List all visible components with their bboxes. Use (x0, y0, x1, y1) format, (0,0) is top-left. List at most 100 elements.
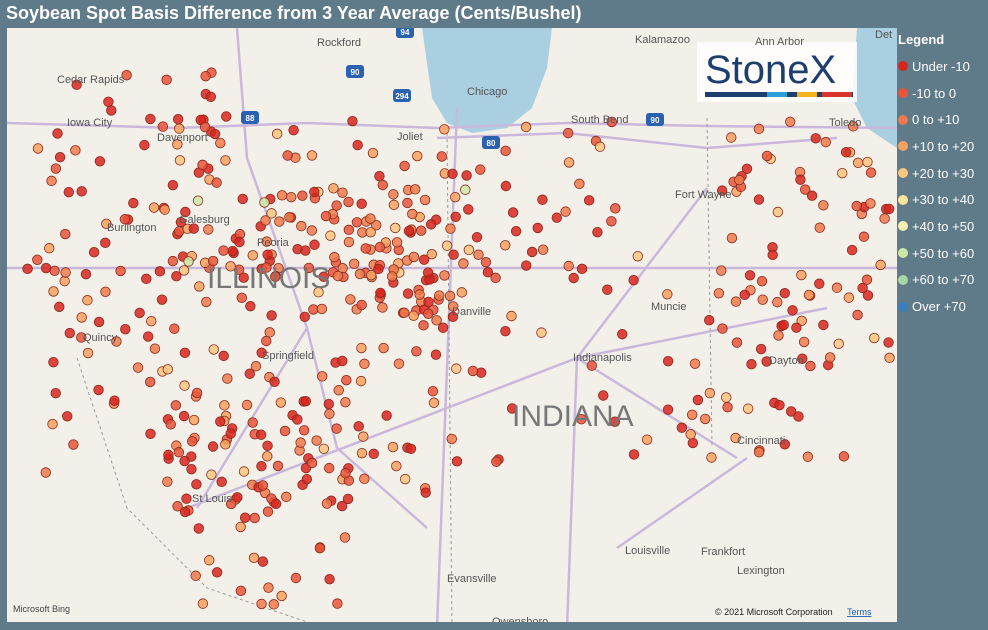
site-marker[interactable] (463, 204, 474, 215)
site-marker[interactable] (356, 198, 367, 210)
site-marker[interactable] (388, 189, 399, 200)
site-marker[interactable] (332, 598, 343, 609)
site-marker[interactable] (40, 467, 51, 478)
site-marker[interactable] (606, 116, 618, 128)
site-marker[interactable] (192, 195, 204, 206)
site-marker[interactable] (471, 232, 483, 243)
site-marker[interactable] (54, 152, 66, 163)
site-marker[interactable] (256, 347, 267, 358)
site-marker[interactable] (221, 111, 232, 122)
site-marker[interactable] (132, 362, 144, 373)
site-marker[interactable] (831, 282, 843, 293)
site-marker[interactable] (448, 249, 459, 260)
site-marker[interactable] (411, 346, 422, 357)
site-marker[interactable] (121, 70, 132, 81)
site-marker[interactable] (353, 421, 364, 432)
legend-item[interactable]: +60 to +70 (898, 267, 974, 294)
site-marker[interactable] (142, 331, 154, 342)
site-marker[interactable] (451, 363, 462, 374)
site-marker[interactable] (88, 246, 100, 258)
site-marker[interactable] (500, 145, 511, 157)
site-marker[interactable] (862, 156, 873, 168)
site-marker[interactable] (414, 289, 425, 300)
site-marker[interactable] (726, 132, 737, 143)
site-marker[interactable] (339, 532, 351, 543)
site-marker[interactable] (161, 74, 172, 86)
site-marker[interactable] (354, 268, 366, 280)
site-marker[interactable] (358, 431, 369, 442)
site-marker[interactable] (490, 272, 501, 284)
site-marker[interactable] (865, 198, 876, 209)
legend-item[interactable]: Over +70 (898, 293, 974, 320)
site-marker[interactable] (388, 199, 400, 211)
site-marker[interactable] (445, 223, 456, 234)
site-marker[interactable] (276, 190, 288, 201)
site-marker[interactable] (779, 288, 790, 299)
site-marker[interactable] (260, 215, 271, 226)
site-marker[interactable] (301, 473, 313, 485)
site-marker[interactable] (506, 310, 517, 322)
site-marker[interactable] (407, 208, 418, 220)
site-marker[interactable] (261, 335, 272, 347)
site-marker[interactable] (802, 451, 814, 462)
site-marker[interactable] (537, 244, 549, 255)
site-marker[interactable] (731, 337, 743, 348)
site-marker[interactable] (286, 191, 297, 203)
site-marker[interactable] (365, 269, 377, 281)
site-marker[interactable] (162, 364, 173, 375)
site-marker[interactable] (583, 195, 595, 206)
site-marker[interactable] (115, 265, 126, 277)
site-marker[interactable] (290, 572, 302, 584)
site-marker[interactable] (255, 429, 267, 440)
site-marker[interactable] (59, 275, 70, 287)
site-marker[interactable] (320, 210, 332, 222)
site-marker[interactable] (592, 226, 603, 238)
site-marker[interactable] (336, 500, 348, 512)
site-marker[interactable] (179, 455, 190, 467)
site-marker[interactable] (377, 302, 388, 313)
site-marker[interactable] (172, 114, 184, 125)
site-marker[interactable] (367, 147, 379, 159)
site-marker[interactable] (238, 466, 250, 477)
site-marker[interactable] (70, 145, 81, 156)
site-marker[interactable] (520, 121, 532, 133)
site-marker[interactable] (332, 270, 344, 282)
site-marker[interactable] (247, 417, 258, 428)
site-marker[interactable] (351, 217, 363, 228)
site-marker[interactable] (190, 570, 201, 581)
site-marker[interactable] (779, 439, 791, 450)
site-marker[interactable] (181, 493, 192, 504)
site-marker[interactable] (716, 265, 727, 276)
site-marker[interactable] (628, 274, 639, 286)
site-marker[interactable] (491, 456, 502, 467)
site-marker[interactable] (205, 91, 217, 102)
site-marker[interactable] (806, 190, 818, 201)
site-marker[interactable] (461, 170, 472, 181)
site-marker[interactable] (268, 599, 279, 610)
site-marker[interactable] (211, 177, 222, 188)
site-marker[interactable] (245, 300, 256, 312)
site-marker[interactable] (458, 258, 469, 269)
legend-item[interactable]: +10 to +20 (898, 133, 974, 160)
site-marker[interactable] (172, 139, 183, 150)
site-marker[interactable] (238, 272, 249, 283)
site-marker[interactable] (225, 261, 236, 272)
site-marker[interactable] (337, 355, 348, 367)
site-marker[interactable] (54, 301, 65, 313)
site-marker[interactable] (60, 267, 71, 278)
site-marker[interactable] (313, 287, 324, 298)
site-marker[interactable] (275, 397, 287, 408)
site-marker[interactable] (266, 310, 277, 321)
site-marker[interactable] (418, 254, 430, 265)
site-marker[interactable] (730, 296, 742, 307)
site-marker[interactable] (810, 133, 821, 144)
site-marker[interactable] (120, 324, 131, 335)
site-marker[interactable] (632, 251, 643, 262)
site-marker[interactable] (409, 184, 421, 195)
site-marker[interactable] (299, 311, 310, 322)
site-marker[interactable] (32, 143, 44, 154)
site-marker[interactable] (201, 296, 212, 308)
site-marker[interactable] (321, 498, 333, 509)
site-marker[interactable] (235, 585, 247, 597)
site-marker[interactable] (368, 448, 379, 460)
